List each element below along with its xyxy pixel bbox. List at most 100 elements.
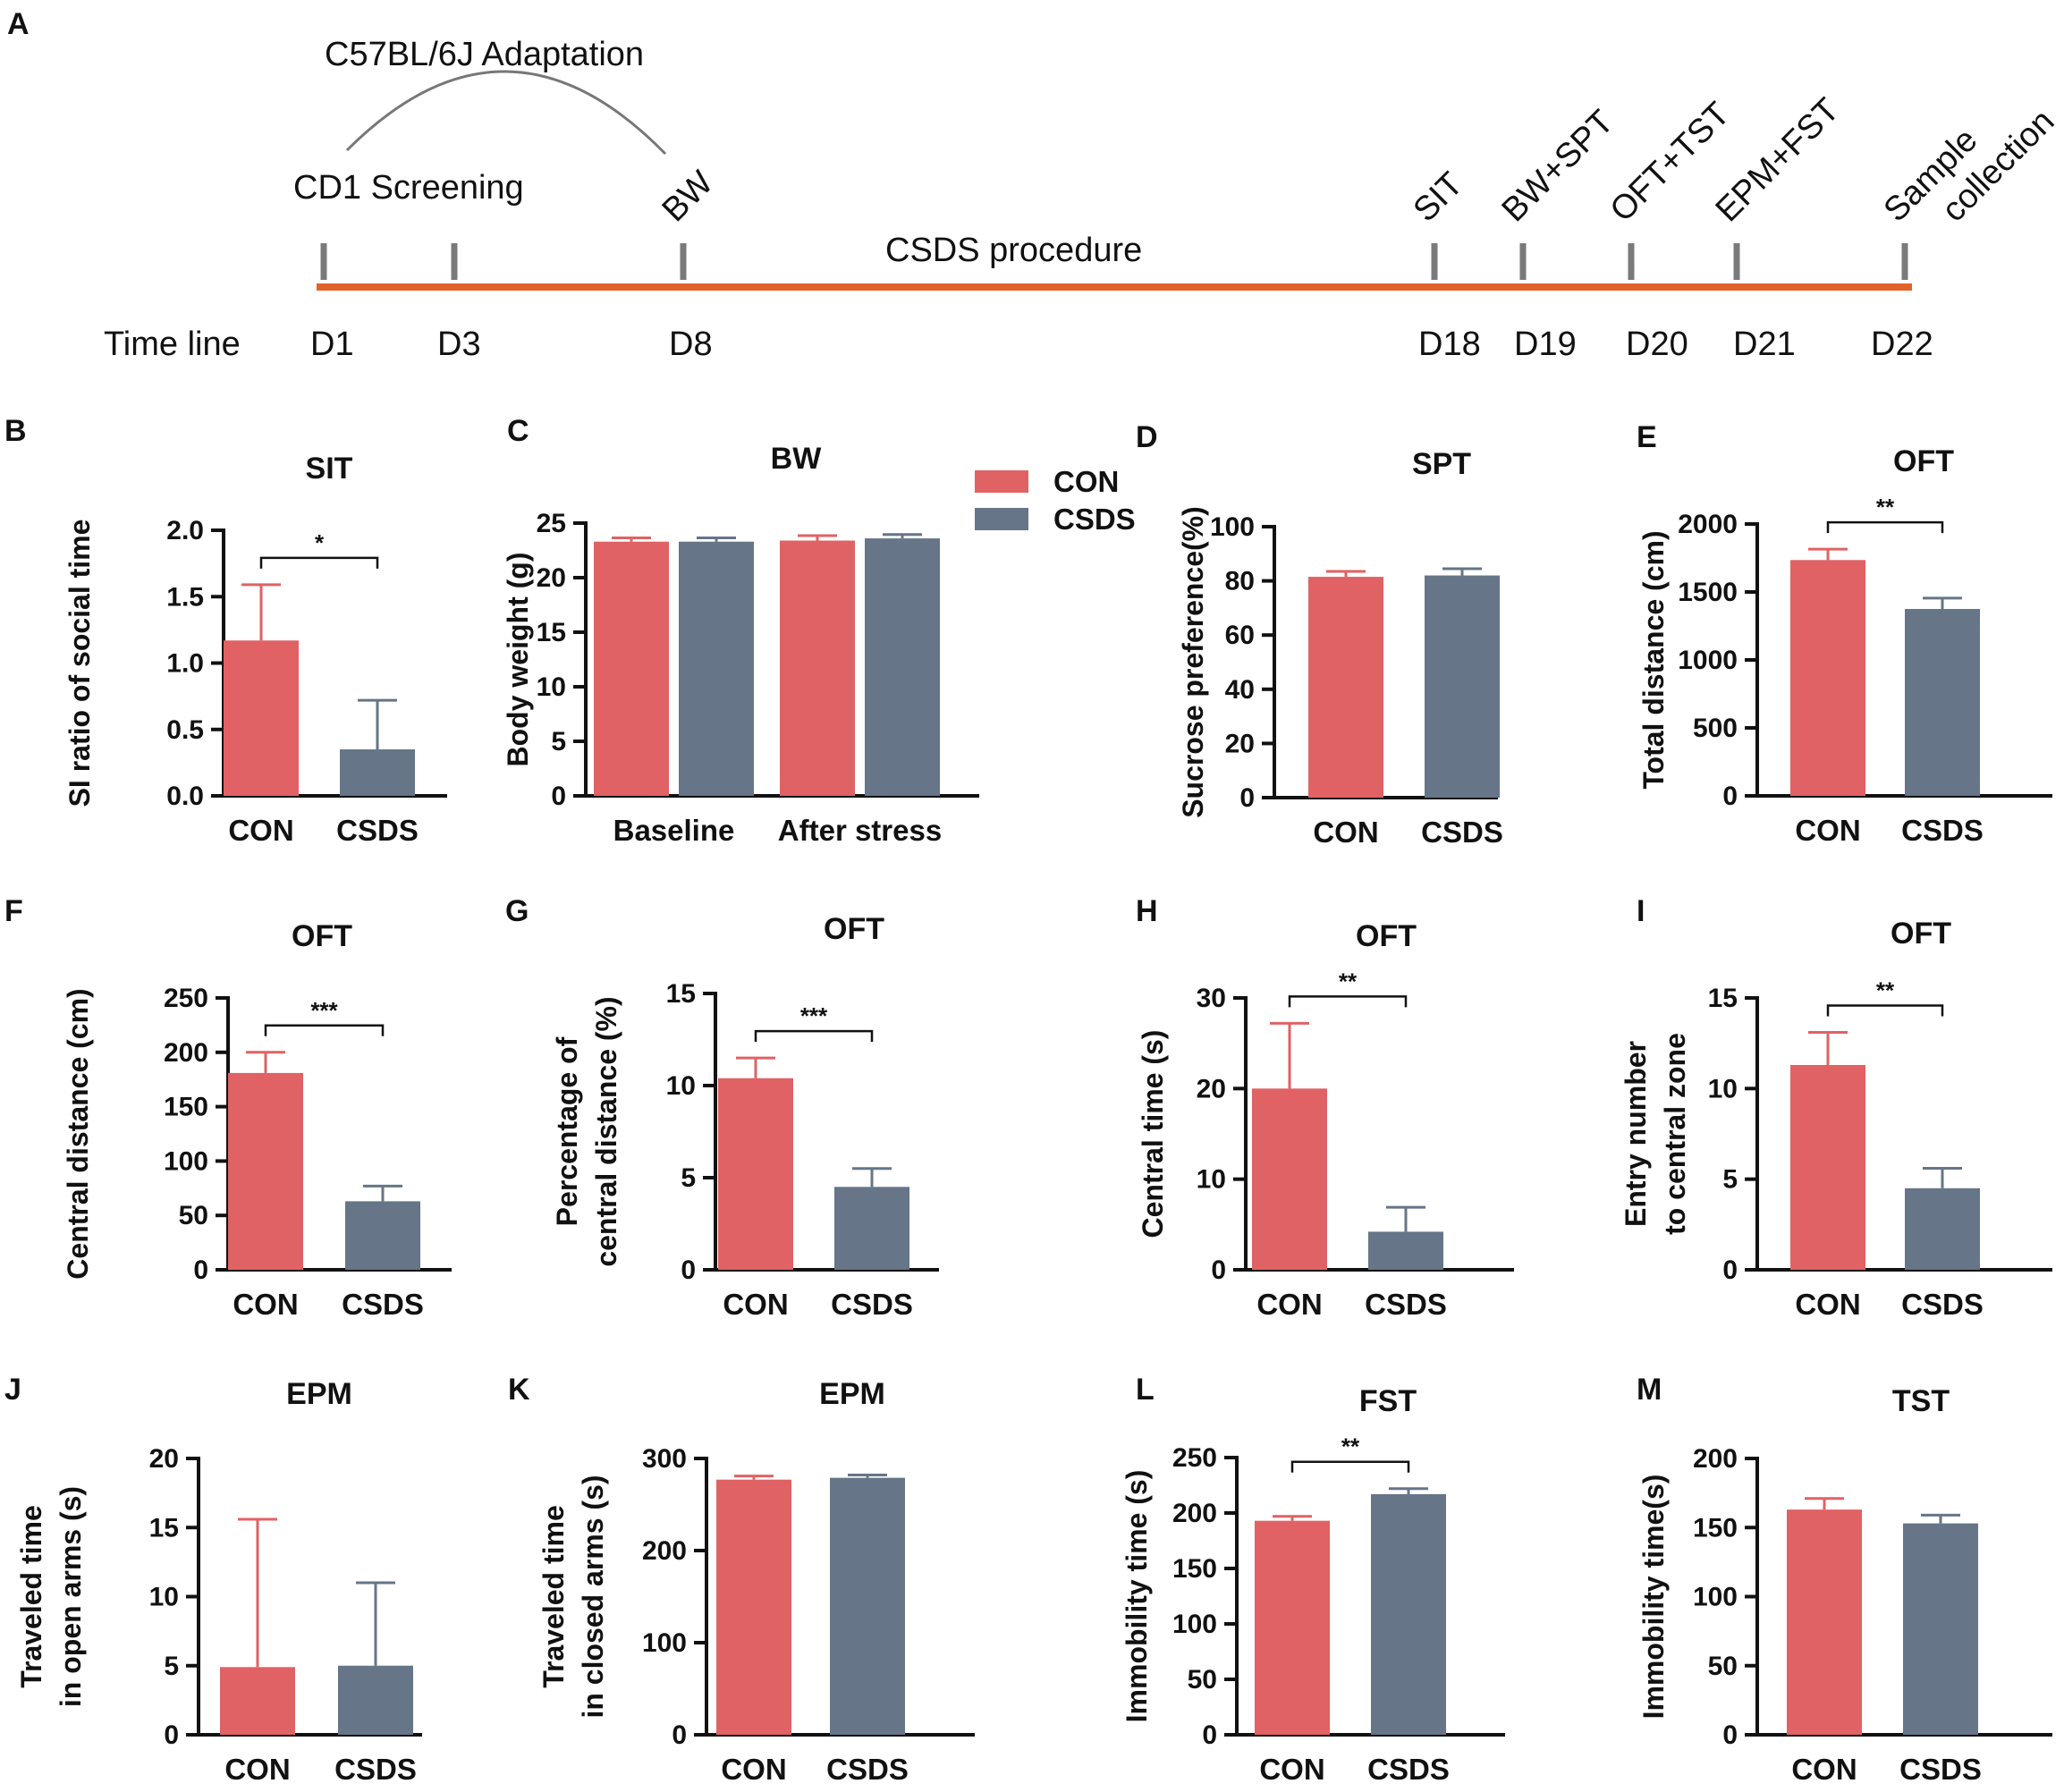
y-tick-label: 0 (193, 1255, 208, 1285)
y-axis-label-e: Total distance (cm) (1637, 530, 1670, 789)
bar-b-csds (340, 749, 415, 796)
y-tick-label: 0 (681, 1255, 696, 1285)
y-axis-label-line: Total distance (cm) (1637, 530, 1670, 789)
y-axis-label-line: to central zone (1659, 1033, 1691, 1235)
y-tick-label: 100 (164, 1146, 208, 1176)
chart-title-e: OFT (1893, 444, 1954, 478)
y-tick-label: 0 (1722, 1255, 1738, 1285)
y-tick-label: 20 (537, 563, 566, 593)
y-axis-label-i: Entry number to central zone (1620, 1033, 1691, 1235)
chart-title-h: OFT (1356, 919, 1417, 953)
timeline-event-label-line: SIT (1407, 165, 1471, 230)
bar-e-con (1790, 560, 1865, 796)
y-tick-label: 300 (642, 1444, 687, 1474)
y-axis-label-line: in closed arms (s) (577, 1475, 609, 1718)
y-axis-label-line: Sucrose preference(%) (1177, 506, 1209, 818)
y-tick-label: 30 (1197, 984, 1226, 1013)
panel-label-l: L (1136, 1373, 1155, 1407)
x-category-label: CON (1256, 1288, 1322, 1321)
significance-stars-h: ** (1339, 968, 1358, 994)
x-category-label: CON (1259, 1753, 1324, 1786)
bar-h-csds (1368, 1231, 1443, 1270)
significance-stars-i: ** (1876, 977, 1895, 1004)
legend-swatch-con (975, 470, 1028, 493)
y-tick-label: 40 (1225, 675, 1255, 705)
chart-title-b: SIT (306, 452, 353, 486)
y-tick-label: 250 (164, 984, 208, 1013)
bar-m-con (1787, 1509, 1862, 1735)
bar-k-con (716, 1479, 791, 1735)
significance-bracket-h (1288, 995, 1408, 1008)
y-axis-label-line: Traveled time (537, 1505, 570, 1688)
y-axis-label-line: central distance (%) (590, 996, 622, 1266)
panel-label-g: G (505, 894, 529, 928)
screening-label: CD1 Screening (293, 169, 524, 207)
y-axis-label-j: Traveled time in open arms (s) (15, 1486, 87, 1707)
y-axis-label-h: Central time (s) (1137, 1030, 1169, 1238)
y-tick-label: 5 (681, 1163, 696, 1193)
x-category-label: CON (1795, 1288, 1860, 1321)
y-tick-label: 2000 (1678, 510, 1738, 539)
x-category-label: CSDS (342, 1288, 424, 1321)
significance-bracket-l (1290, 1460, 1410, 1473)
y-tick-label: 50 (179, 1201, 208, 1230)
y-tick-label: 0 (1722, 782, 1738, 811)
bar-c-csds-2 (865, 538, 940, 796)
y-axis-label-line: in open arms (s) (55, 1486, 87, 1707)
y-tick-label: 1500 (1678, 578, 1738, 607)
procedure-label: CSDS procedure (885, 232, 1142, 269)
chart-title-m: TST (1892, 1384, 1950, 1418)
x-category-label: CON (721, 1753, 786, 1786)
y-tick-label: 100 (1693, 1583, 1738, 1612)
timeline-event-label-d19: BW+SPT (1495, 103, 1621, 229)
significance-stars-b: * (315, 529, 325, 556)
panel-label-b: B (4, 414, 27, 448)
x-category-label: CSDS (1899, 1753, 1982, 1786)
significance-bracket-g (754, 1029, 874, 1043)
x-category-label: CON (1791, 1753, 1857, 1786)
panel-label-c: C (507, 414, 529, 448)
panel-label-j: J (4, 1373, 21, 1407)
y-axis-label-c: Body weight (g) (502, 553, 534, 767)
x-category-label: CON (233, 1288, 298, 1321)
y-tick-label: 10 (537, 672, 566, 702)
y-tick-label: 15 (1708, 984, 1738, 1013)
significance-bracket-b (259, 556, 379, 569)
y-tick-label: 50 (1708, 1652, 1738, 1681)
timeline-panel: A C57BL/6J Adaptation CD1 Screening CSDS… (7, 7, 2061, 363)
chart-g: G OFT Percentage of central distance (%) 0 5 1… (505, 894, 939, 1321)
legend-swatch-csds (975, 508, 1028, 530)
y-tick-label: 0 (1239, 783, 1255, 813)
bar-l-con (1255, 1520, 1330, 1735)
bar-d-con (1308, 577, 1383, 798)
x-category-label: CSDS (831, 1288, 913, 1321)
legend-label-con: CON (1053, 465, 1119, 498)
y-tick-label: 15 (666, 979, 696, 1009)
chart-e: E OFT Total distance (cm) 0 500 1000 1500 2000 C… (1637, 420, 2052, 847)
timeline-day-d19: D19 (1514, 325, 1577, 363)
y-axis-label-line: Percentage of (551, 1036, 583, 1226)
chart-title-l: FST (1359, 1384, 1417, 1418)
x-category-label: CSDS (334, 1753, 417, 1786)
bar-g-con (718, 1078, 793, 1270)
y-tick-label: 500 (1693, 714, 1738, 743)
y-axis-label-line: SI ratio of social time (63, 520, 96, 807)
chart-i: I OFT Entry number to central zone 0 5 10 15 CON… (1620, 894, 2052, 1321)
y-tick-label: 15 (537, 618, 566, 647)
x-category-label: CSDS (1901, 814, 1984, 847)
timeline-day-d1: D1 (310, 325, 354, 363)
chart-b: B SIT SI ratio of social time 0.0 0.5 1.0 1.5 2… (4, 414, 447, 847)
y-tick-label: 25 (537, 509, 566, 538)
chart-d: D SPT Sucrose preference(%) 0 20 40 60 80 100 CON… (1136, 420, 1503, 849)
y-axis-label-line: Body weight (g) (502, 553, 534, 767)
timeline-event-label-line: BW+SPT (1495, 103, 1621, 229)
y-tick-label: 100 (1172, 1610, 1217, 1639)
panel-label-a: A (7, 7, 30, 41)
panel-label-e: E (1637, 420, 1657, 454)
x-category-label: After stress (778, 814, 942, 847)
timeline-event-label-d8: BW (656, 164, 721, 229)
y-tick-label: 15 (149, 1513, 179, 1543)
chart-m: M TST Immobility time(s) 0 50 100 150 200 CON CSD… (1637, 1373, 2052, 1786)
chart-title-c: BW (771, 442, 823, 476)
y-tick-label: 60 (1225, 621, 1255, 650)
